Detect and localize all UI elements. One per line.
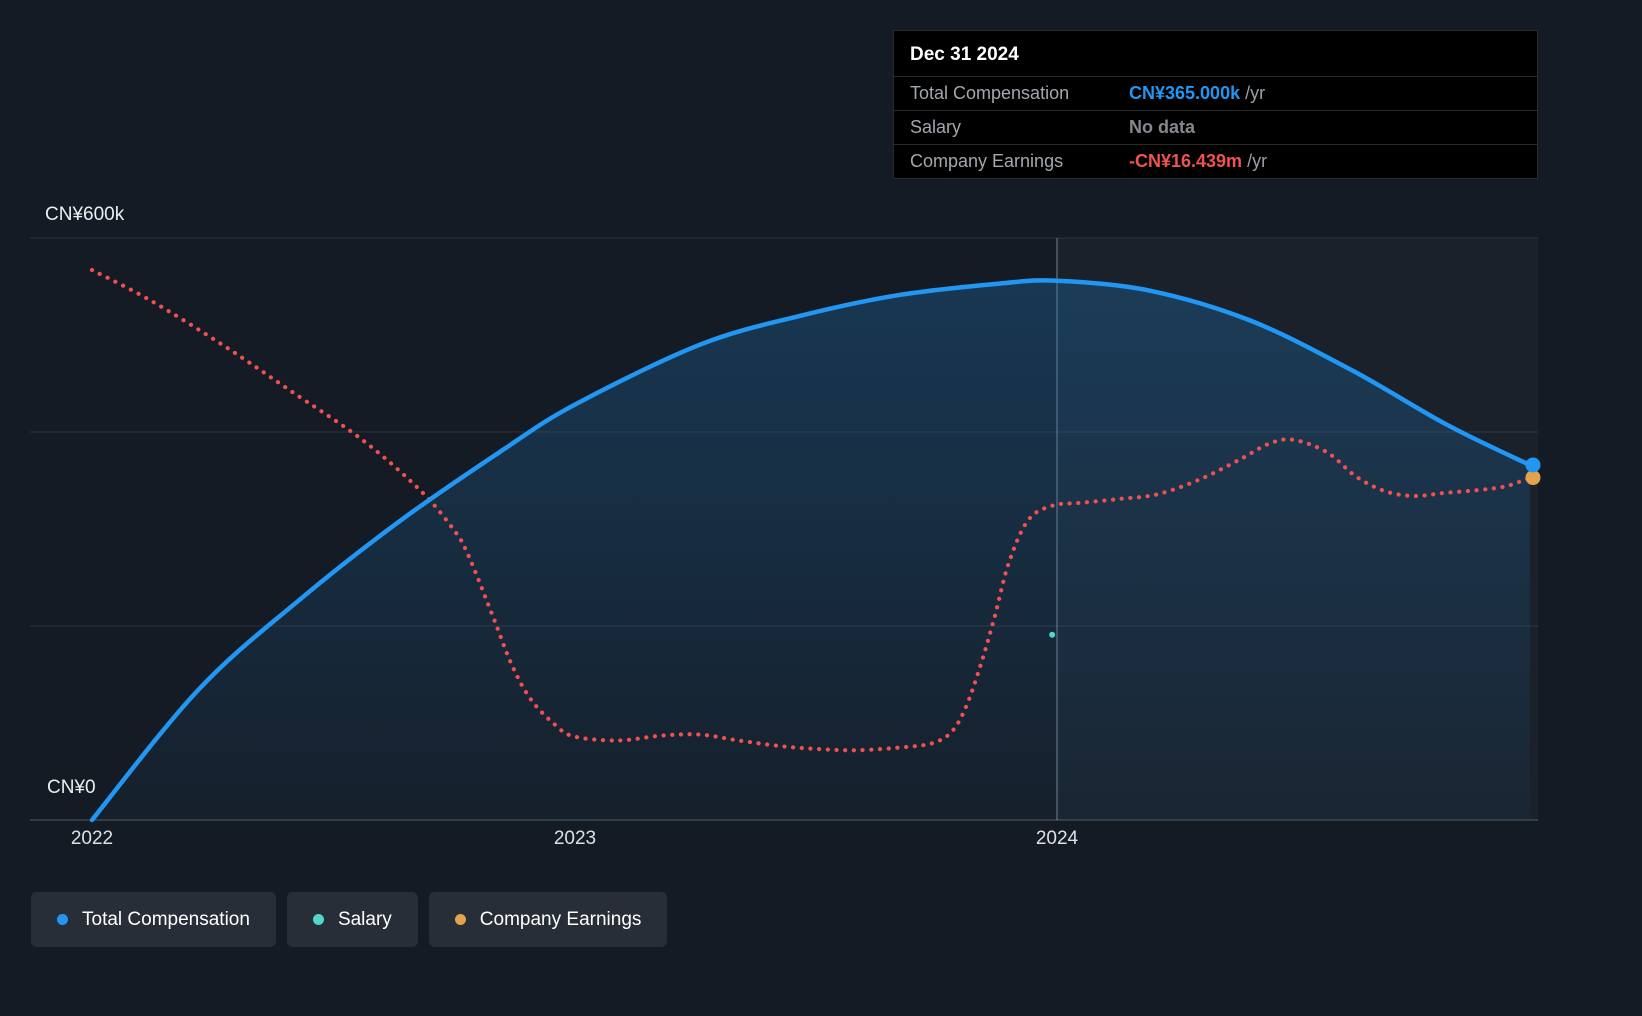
salary-dot-icon: [312, 914, 324, 925]
chart-legend: Total Compensation Salary Company Earnin…: [31, 892, 668, 947]
legend-item-total-compensation[interactable]: Total Compensation: [31, 892, 276, 947]
tooltip-unit: /yr: [1245, 83, 1266, 103]
tooltip-row-total-compensation: Total Compensation CN¥365.000k /yr: [894, 76, 1537, 110]
company-earnings-end-marker: [1525, 470, 1541, 486]
legend-label: Salary: [337, 908, 392, 930]
legend-label: Total Compensation: [82, 908, 250, 930]
y-axis-label-max: CN¥600k: [45, 204, 125, 225]
legend-item-salary[interactable]: Salary: [286, 892, 418, 947]
tooltip-label: Company Earnings: [910, 151, 1064, 171]
x-tick-2023: 2023: [553, 828, 597, 849]
x-tick-2024: 2024: [1035, 828, 1079, 849]
company-earnings-line: [89, 267, 1532, 753]
tooltip-value: -CN¥16.439m: [1129, 151, 1243, 171]
total-compensation-dot-icon: [57, 914, 68, 925]
y-axis-label-min: CN¥0: [47, 777, 96, 798]
total-compensation-end-marker: [1525, 457, 1541, 473]
company-earnings-dot-icon: [454, 914, 466, 925]
tooltip-value: CN¥365.000k: [1129, 83, 1241, 103]
tooltip-unit: /yr: [1247, 151, 1268, 171]
tooltip-label: Total Compensation: [910, 83, 1070, 103]
tooltip-date: Dec 31 2024: [910, 44, 1019, 65]
total-compensation-line: [89, 278, 1533, 823]
tooltip-value: No data: [1129, 117, 1196, 137]
salary-point: [1049, 631, 1056, 638]
legend-label: Company Earnings: [479, 908, 642, 930]
x-tick-2022: 2022: [70, 828, 114, 849]
chart-tooltip: Dec 31 2024 Total Compensation CN¥365.00…: [893, 30, 1538, 179]
total-compensation-area: [92, 280, 1530, 820]
legend-item-company-earnings[interactable]: Company Earnings: [428, 892, 668, 947]
tooltip-row-company-earnings: Company Earnings -CN¥16.439m /yr: [894, 144, 1537, 178]
tooltip-label: Salary: [910, 117, 962, 137]
tooltip-row-salary: Salary No data: [894, 110, 1537, 144]
